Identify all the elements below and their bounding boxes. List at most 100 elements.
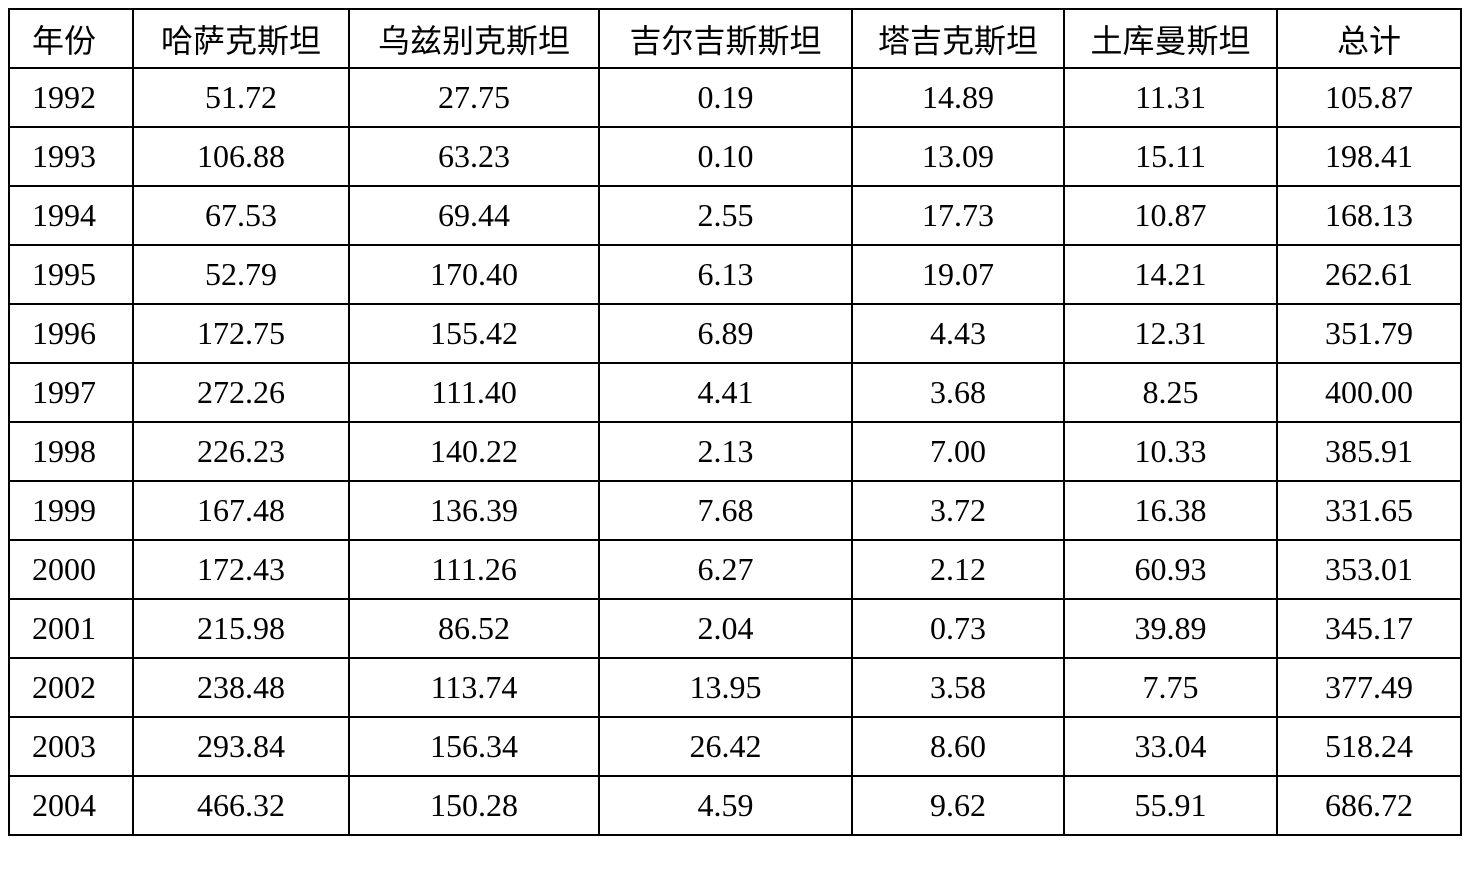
value-cell: 9.62 <box>851 775 1065 836</box>
year-cell: 1995 <box>8 244 134 305</box>
table-row: 2003 293.84 156.34 26.42 8.60 33.04 518.24 <box>8 716 1462 777</box>
header-cell: 土库曼斯坦 <box>1063 8 1278 69</box>
value-cell: 15.11 <box>1063 126 1278 187</box>
table-row: 1992 51.72 27.75 0.19 14.89 11.31 105.87 <box>8 67 1462 128</box>
value-cell: 518.24 <box>1276 716 1462 777</box>
value-cell: 172.43 <box>132 539 350 600</box>
value-cell: 60.93 <box>1063 539 1278 600</box>
value-cell: 7.75 <box>1063 657 1278 718</box>
header-cell: 总计 <box>1276 8 1462 69</box>
value-cell: 86.52 <box>348 598 600 659</box>
year-cell: 1999 <box>8 480 134 541</box>
value-cell: 111.40 <box>348 362 600 423</box>
year-cell: 1992 <box>8 67 134 128</box>
value-cell: 262.61 <box>1276 244 1462 305</box>
table-body: 1992 51.72 27.75 0.19 14.89 11.31 105.87 1993 10… <box>8 67 1462 836</box>
value-cell: 466.32 <box>132 775 350 836</box>
value-cell: 155.42 <box>348 303 600 364</box>
header-row: 年份 哈萨克斯坦 乌兹别克斯坦 吉尔吉斯斯坦 塔吉克斯坦 土库曼斯坦 总计 <box>8 8 1462 69</box>
value-cell: 238.48 <box>132 657 350 718</box>
value-cell: 33.04 <box>1063 716 1278 777</box>
table-row: 1999 167.48 136.39 7.68 3.72 16.38 331.65 <box>8 480 1462 541</box>
value-cell: 140.22 <box>348 421 600 482</box>
value-cell: 0.73 <box>851 598 1065 659</box>
value-cell: 69.44 <box>348 185 600 246</box>
header-cell: 乌兹别克斯坦 <box>348 8 600 69</box>
table-row: 1993 106.88 63.23 0.10 13.09 15.11 198.41 <box>8 126 1462 187</box>
header-cell: 吉尔吉斯斯坦 <box>598 8 853 69</box>
value-cell: 3.58 <box>851 657 1065 718</box>
value-cell: 51.72 <box>132 67 350 128</box>
value-cell: 10.87 <box>1063 185 1278 246</box>
year-cell: 1998 <box>8 421 134 482</box>
table-row: 1998 226.23 140.22 2.13 7.00 10.33 385.91 <box>8 421 1462 482</box>
table-row: 1994 67.53 69.44 2.55 17.73 10.87 168.13 <box>8 185 1462 246</box>
value-cell: 4.41 <box>598 362 853 423</box>
value-cell: 16.38 <box>1063 480 1278 541</box>
value-cell: 0.10 <box>598 126 853 187</box>
value-cell: 39.89 <box>1063 598 1278 659</box>
table-row: 2004 466.32 150.28 4.59 9.62 55.91 686.72 <box>8 775 1462 836</box>
value-cell: 385.91 <box>1276 421 1462 482</box>
value-cell: 17.73 <box>851 185 1065 246</box>
value-cell: 351.79 <box>1276 303 1462 364</box>
value-cell: 14.21 <box>1063 244 1278 305</box>
value-cell: 215.98 <box>132 598 350 659</box>
value-cell: 167.48 <box>132 480 350 541</box>
value-cell: 12.31 <box>1063 303 1278 364</box>
value-cell: 3.72 <box>851 480 1065 541</box>
table-row: 2000 172.43 111.26 6.27 2.12 60.93 353.01 <box>8 539 1462 600</box>
table-row: 1997 272.26 111.40 4.41 3.68 8.25 400.00 <box>8 362 1462 423</box>
value-cell: 13.95 <box>598 657 853 718</box>
value-cell: 10.33 <box>1063 421 1278 482</box>
value-cell: 170.40 <box>348 244 600 305</box>
value-cell: 26.42 <box>598 716 853 777</box>
value-cell: 168.13 <box>1276 185 1462 246</box>
value-cell: 6.89 <box>598 303 853 364</box>
value-cell: 13.09 <box>851 126 1065 187</box>
data-table: 年份 哈萨克斯坦 乌兹别克斯坦 吉尔吉斯斯坦 塔吉克斯坦 土库曼斯坦 总计 1992 51.7… <box>8 8 1462 836</box>
table-row: 1995 52.79 170.40 6.13 19.07 14.21 262.61 <box>8 244 1462 305</box>
value-cell: 0.19 <box>598 67 853 128</box>
year-cell: 2001 <box>8 598 134 659</box>
value-cell: 400.00 <box>1276 362 1462 423</box>
value-cell: 7.00 <box>851 421 1065 482</box>
value-cell: 3.68 <box>851 362 1065 423</box>
table-row: 2002 238.48 113.74 13.95 3.58 7.75 377.49 <box>8 657 1462 718</box>
header-cell: 塔吉克斯坦 <box>851 8 1065 69</box>
value-cell: 8.25 <box>1063 362 1278 423</box>
value-cell: 113.74 <box>348 657 600 718</box>
value-cell: 150.28 <box>348 775 600 836</box>
value-cell: 111.26 <box>348 539 600 600</box>
value-cell: 2.13 <box>598 421 853 482</box>
value-cell: 11.31 <box>1063 67 1278 128</box>
year-cell: 2003 <box>8 716 134 777</box>
value-cell: 19.07 <box>851 244 1065 305</box>
value-cell: 272.26 <box>132 362 350 423</box>
value-cell: 377.49 <box>1276 657 1462 718</box>
year-cell: 1996 <box>8 303 134 364</box>
value-cell: 106.88 <box>132 126 350 187</box>
value-cell: 686.72 <box>1276 775 1462 836</box>
value-cell: 8.60 <box>851 716 1065 777</box>
header-cell: 年份 <box>8 8 134 69</box>
table-row: 1996 172.75 155.42 6.89 4.43 12.31 351.79 <box>8 303 1462 364</box>
value-cell: 63.23 <box>348 126 600 187</box>
value-cell: 293.84 <box>132 716 350 777</box>
value-cell: 2.55 <box>598 185 853 246</box>
table-row: 2001 215.98 86.52 2.04 0.73 39.89 345.17 <box>8 598 1462 659</box>
year-cell: 2000 <box>8 539 134 600</box>
value-cell: 4.59 <box>598 775 853 836</box>
value-cell: 6.27 <box>598 539 853 600</box>
value-cell: 172.75 <box>132 303 350 364</box>
value-cell: 27.75 <box>348 67 600 128</box>
year-cell: 2002 <box>8 657 134 718</box>
value-cell: 136.39 <box>348 480 600 541</box>
table-header: 年份 哈萨克斯坦 乌兹别克斯坦 吉尔吉斯斯坦 塔吉克斯坦 土库曼斯坦 总计 <box>8 8 1462 69</box>
value-cell: 331.65 <box>1276 480 1462 541</box>
value-cell: 353.01 <box>1276 539 1462 600</box>
table-wrap: 年份 哈萨克斯坦 乌兹别克斯坦 吉尔吉斯斯坦 塔吉克斯坦 土库曼斯坦 总计 1992 51.7… <box>8 8 1462 836</box>
year-cell: 1994 <box>8 185 134 246</box>
year-cell: 1993 <box>8 126 134 187</box>
